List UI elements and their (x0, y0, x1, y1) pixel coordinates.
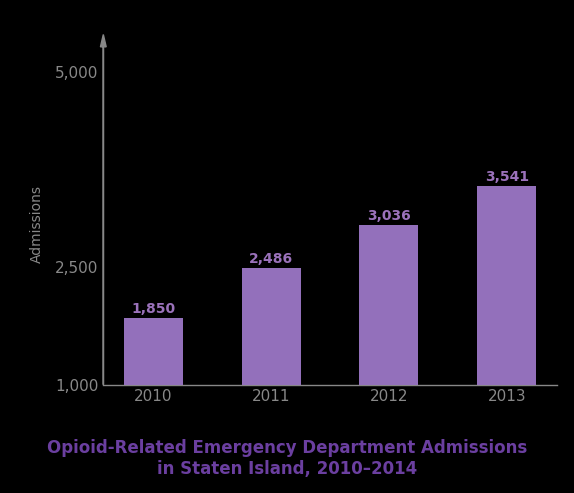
Text: Opioid-Related Emergency Department Admissions
in Staten Island, 2010–2014: Opioid-Related Emergency Department Admi… (47, 439, 527, 478)
Bar (359, 225, 418, 385)
Text: 2,486: 2,486 (249, 252, 293, 266)
Text: 3,036: 3,036 (367, 209, 411, 223)
Text: 1,850: 1,850 (131, 302, 176, 316)
Text: 3,541: 3,541 (484, 170, 529, 183)
Bar (242, 268, 301, 385)
Bar (124, 318, 183, 385)
Y-axis label: Admissions: Admissions (30, 185, 44, 263)
Bar (477, 186, 536, 385)
